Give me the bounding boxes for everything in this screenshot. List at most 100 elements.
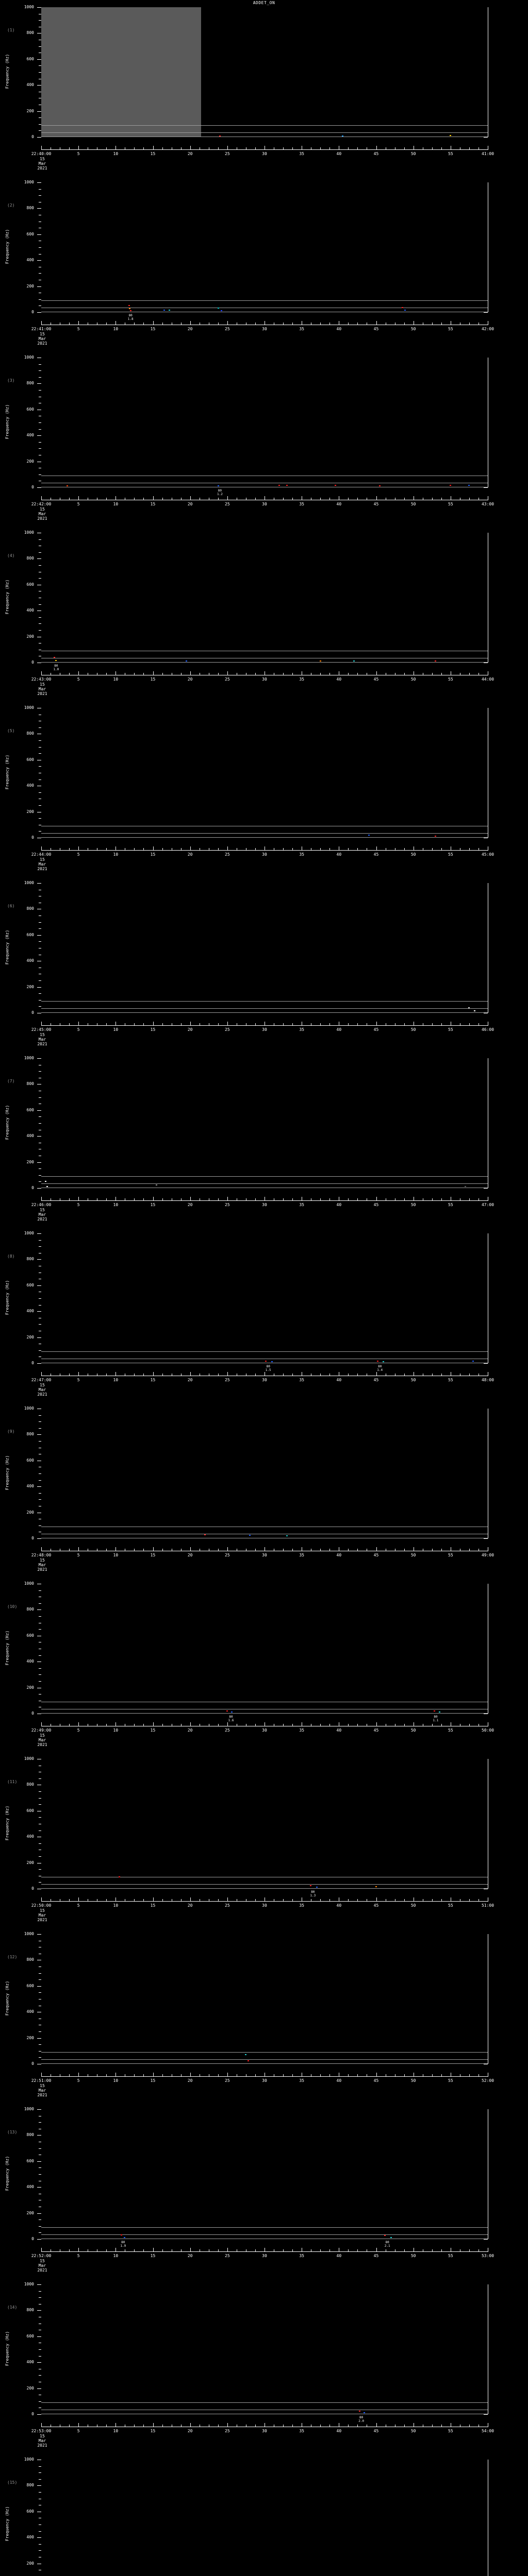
spectrogram-panel[interactable]: (14) Frequency (Hz) 0 200 400 600 800 1000 80 2.… [0,2282,528,2460]
detection-mark[interactable] [334,485,336,486]
spectrogram-panel[interactable]: (6) Frequency (Hz) 0 200 400 600 800 1000 22:45:… [0,881,528,1058]
plot-area[interactable] [41,708,488,838]
detection-mark[interactable] [265,1360,267,1362]
detection-mark[interactable] [226,1710,228,1711]
y-axis-tick [39,539,41,540]
detection-mark[interactable] [121,2234,123,2236]
plot-area[interactable] [41,358,488,487]
detection-mark[interactable] [438,1711,440,1713]
spectrogram-panel[interactable]: (7) Frequency (Hz) 0 200 400 600 800 1000 22:46:… [0,1056,528,1233]
detection-mark[interactable] [359,2411,361,2412]
detection-mark[interactable] [156,1184,158,1186]
detection-mark[interactable] [309,1885,311,1887]
x-axis-tick [478,2074,479,2076]
detection-mark[interactable] [379,485,381,486]
detection-mark[interactable] [473,1010,475,1011]
plot-area[interactable] [41,1934,488,2064]
detection-mark[interactable] [230,1711,233,1713]
detection-mark[interactable] [204,1534,206,1536]
plot-area[interactable] [41,2109,488,2239]
detection-mark[interactable] [376,1361,378,1362]
plot-area[interactable] [41,1233,488,1363]
spectrogram-panel[interactable]: (13) Frequency (Hz) 0 200 400 600 800 1000 80 1.… [0,2107,528,2284]
detection-mark[interactable] [163,309,165,311]
detection-mark[interactable] [390,2236,392,2238]
detection-mark[interactable] [401,307,403,308]
detection-mark[interactable] [472,1361,474,1362]
detection-mark[interactable] [465,1185,467,1187]
detection-mark[interactable] [46,1185,48,1187]
plot-area[interactable] [41,1759,488,1889]
detection-mark[interactable] [450,485,452,486]
detection-mark[interactable] [353,660,355,662]
detection-mark[interactable] [286,485,288,486]
spectrogram-panel[interactable]: (8) Frequency (Hz) 0 200 400 600 800 1000 80 1.5… [0,1231,528,1409]
detection-mark[interactable] [67,485,69,486]
x-axis-tick-label: 25 [225,1378,230,1382]
detection-mark[interactable] [435,835,437,837]
plot-area[interactable] [41,533,488,663]
plot-area[interactable] [41,883,488,1013]
detection-mark[interactable] [119,1876,121,1878]
detection-mark[interactable] [404,310,406,311]
detection-mark[interactable] [468,1007,470,1008]
detection-mark[interactable] [316,1886,318,1888]
detection-mark[interactable] [124,2236,126,2238]
spectrogram-panel[interactable]: (12) Frequency (Hz) 0 200 400 600 800 1000 22:51… [0,1932,528,2109]
detection-mark[interactable] [219,135,221,137]
detection-mark[interactable] [375,1886,377,1888]
spectrogram-panel[interactable]: (3) Frequency (Hz) 0 200 400 600 800 1000 80 1.2… [0,355,528,533]
detection-mark[interactable] [218,308,219,309]
spectrogram-panel[interactable]: (10) Frequency (Hz) 0 200 400 600 800 1000 80 1.… [0,1582,528,1759]
spectrogram-panel[interactable]: (11) Frequency (Hz) 0 200 400 600 800 1000 80 1.… [0,1757,528,1934]
detection-mark[interactable] [168,310,170,311]
detection-mark[interactable] [249,1535,251,1536]
detection-mark[interactable] [271,1361,273,1362]
detection-mark[interactable] [435,660,437,662]
plot-area[interactable] [41,2284,488,2414]
detection-mark[interactable] [450,135,452,137]
detection-mark[interactable] [129,310,131,312]
plot-area[interactable] [41,1409,488,1538]
spectrogram-panel[interactable]: (1) Frequency (Hz) 0 200 400 600 800 1000 22:40:… [0,5,528,182]
detection-mark[interactable] [286,1535,288,1536]
y-axis-label: Frequency (Hz) [5,1455,10,1490]
y-axis-tick [39,46,41,47]
x-axis-tick-label: 20 [187,2253,193,2258]
detection-mark[interactable] [319,660,321,662]
detection-mark[interactable] [245,2054,247,2056]
spectrogram-panel[interactable]: (4) Frequency (Hz) 0 200 400 600 800 1000 80 1.0… [0,531,528,708]
x-axis-tick [180,147,182,149]
detection-mark[interactable] [128,304,130,306]
spectrogram-panel[interactable]: (9) Frequency (Hz) 0 200 400 600 800 1000 22:48:… [0,1406,528,1584]
spectrogram-panel[interactable]: (5) Frequency (Hz) 0 200 400 600 800 1000 22:44:… [0,706,528,883]
detection-mark[interactable] [54,656,56,658]
plot-area[interactable] [41,182,488,312]
detection-mark[interactable] [368,835,370,836]
detection-mark[interactable] [129,308,131,309]
spectrogram-panel[interactable]: (15)Frequency (Hz)0200400600800100022:54… [0,2458,528,2576]
plot-area[interactable] [41,2460,488,2576]
detection-mark[interactable] [55,660,57,662]
y-axis-tick-label: 200 [26,1860,34,1865]
y-axis-tick [39,65,41,66]
detection-mark[interactable] [384,2235,386,2236]
detection-mark[interactable] [468,485,470,486]
detection-mark[interactable] [218,485,219,486]
detection-mark[interactable] [363,2412,365,2413]
detection-mark[interactable] [220,310,222,311]
detection-mark[interactable] [433,1710,435,1712]
plot-area[interactable] [41,1584,488,1714]
detection-mark[interactable] [342,135,344,137]
selection-region[interactable] [41,7,202,137]
detection-mark[interactable] [185,660,187,662]
x-axis-tick [227,1022,228,1025]
detection-mark[interactable] [45,1181,47,1182]
plot-area[interactable] [41,1058,488,1188]
detection-mark[interactable] [383,1361,385,1362]
detection-mark[interactable] [278,484,280,486]
detection-mark[interactable] [247,2060,249,2062]
spectrogram-panel[interactable]: (2) Frequency (Hz) 0 200 400 600 800 1000 80 1.8… [0,180,528,358]
x-axis-tick [404,2249,405,2251]
plot-area[interactable] [41,7,488,137]
